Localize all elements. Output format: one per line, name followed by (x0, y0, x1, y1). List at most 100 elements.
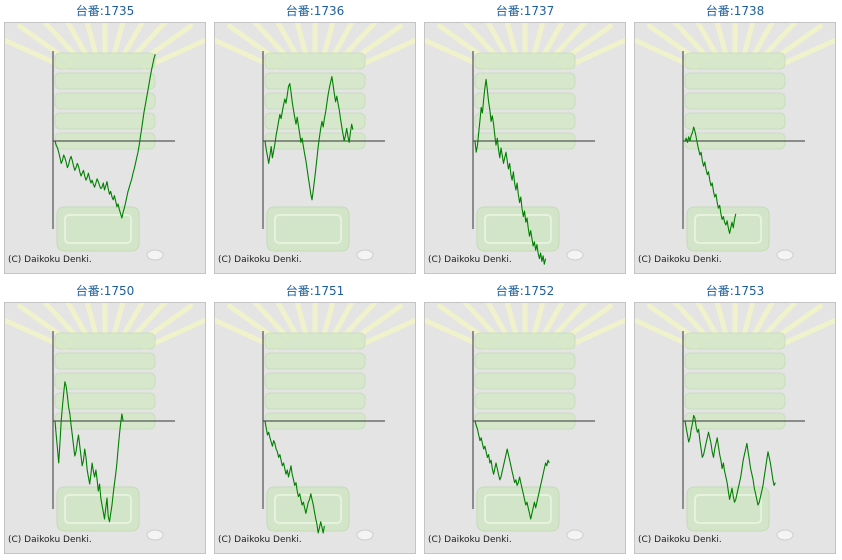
coin-tray-layer (264, 92, 366, 110)
graph-svg (635, 303, 835, 541)
machine-number-title[interactable]: 台番:1736 (285, 4, 345, 18)
coin-tray-layer (264, 392, 366, 410)
sunburst-ray (42, 303, 82, 342)
graph-svg (215, 23, 415, 261)
machine-graph-cell[interactable]: 台番:1750 (C) Daikoku Denki. (0, 280, 210, 560)
graph-svg (5, 23, 205, 261)
graph-panel: (C) Daikoku Denki. (634, 22, 836, 274)
coin-box (56, 206, 140, 252)
coin-tray-layer (54, 372, 156, 390)
coin-tray-layer (474, 112, 576, 130)
copyright-text: (C) Daikoku Denki. (428, 255, 512, 265)
coin-box (476, 206, 560, 252)
payout-line (54, 54, 156, 219)
coin-tray-layer (684, 92, 786, 110)
coin-tray-layer (684, 352, 786, 370)
coin-tray-layer (474, 372, 576, 390)
machine-graph-cell[interactable]: 台番:1738 (C) Daikoku Denki. (630, 0, 840, 280)
sunburst-ray (338, 23, 378, 62)
sunburst-ray (741, 303, 756, 337)
sunburst-ray (485, 23, 510, 59)
background-artwork (215, 303, 415, 541)
sunburst-ray (672, 23, 712, 62)
graph-panel: (C) Daikoku Denki. (634, 302, 836, 554)
coin-box-inner (64, 494, 132, 524)
sunburst-ray (275, 23, 300, 59)
machine-number-title[interactable]: 台番:1753 (705, 284, 765, 298)
sunburst-ray (714, 303, 729, 337)
sunburst-ray (111, 23, 126, 57)
machine-number-title[interactable]: 台番:1750 (75, 284, 135, 298)
coin-tray-layer (264, 52, 366, 70)
coin-box-inner (484, 494, 552, 524)
coin-box (686, 486, 770, 532)
coin-tray-layer (474, 392, 576, 410)
machine-number-title[interactable]: 台番:1735 (75, 4, 135, 18)
coin-tray-layer (54, 332, 156, 350)
copyright-text: (C) Daikoku Denki. (8, 535, 92, 545)
machine-graph-cell[interactable]: 台番:1753 (C) Daikoku Denki. (630, 280, 840, 560)
machine-graph-cell[interactable]: 台番:1751 (C) Daikoku Denki. (210, 280, 420, 560)
sunburst-ray (120, 23, 145, 59)
sunburst-ray (672, 303, 712, 342)
sunburst-ray (294, 303, 309, 337)
sunburst-ray (84, 23, 99, 57)
sunburst-ray (65, 303, 90, 339)
machine-graph-cell[interactable]: 台番:1737 (C) Daikoku Denki. (420, 0, 630, 280)
machine-graph-cell[interactable]: 台番:1736 (C) Daikoku Denki. (210, 0, 420, 280)
sunburst-ray (330, 303, 355, 339)
sunburst-ray (750, 303, 775, 339)
copyright-text: (C) Daikoku Denki. (218, 255, 302, 265)
sunburst-ray (128, 23, 168, 62)
coin-box (476, 486, 560, 532)
sunburst-ray (84, 303, 99, 337)
sunburst-ray (758, 303, 798, 342)
coin-box (266, 206, 350, 252)
sunburst-ray (462, 23, 502, 62)
sunburst-ray (338, 303, 378, 342)
sunburst-ray (294, 23, 309, 57)
coin-tray-layer (684, 332, 786, 350)
copyright-text: (C) Daikoku Denki. (428, 535, 512, 545)
coin-tray-layer (264, 332, 366, 350)
coin-tray-layer (474, 352, 576, 370)
sunburst-ray (548, 303, 588, 342)
coin-tray-layer (54, 92, 156, 110)
sunburst-ray (714, 23, 729, 57)
machine-graph-cell[interactable]: 台番:1752 (C) Daikoku Denki. (420, 280, 630, 560)
coin-tray-layer (264, 372, 366, 390)
coin-icon (146, 249, 164, 261)
coin-tray-layer (264, 72, 366, 90)
background-artwork (5, 303, 205, 541)
sunburst-ray (275, 303, 300, 339)
background-artwork (425, 303, 625, 541)
machine-number-title[interactable]: 台番:1737 (495, 4, 555, 18)
machine-number-title[interactable]: 台番:1751 (285, 284, 345, 298)
copyright-text: (C) Daikoku Denki. (218, 535, 302, 545)
payout-line (264, 76, 354, 201)
copyright-text: (C) Daikoku Denki. (8, 255, 92, 265)
coin-box (686, 206, 770, 252)
sunburst-ray (462, 303, 502, 342)
machine-number-title[interactable]: 台番:1738 (705, 4, 765, 18)
sunburst-ray (695, 23, 720, 59)
coin-icon (776, 249, 794, 261)
coin-box-inner (694, 214, 762, 244)
coin-box-inner (484, 214, 552, 244)
graph-svg (215, 303, 415, 541)
coin-icon (356, 249, 374, 261)
coin-box-inner (694, 494, 762, 524)
machine-number-title[interactable]: 台番:1752 (495, 284, 555, 298)
sunburst-ray (548, 23, 588, 62)
coin-tray-layer (54, 352, 156, 370)
sunburst-ray (741, 23, 756, 57)
sunburst-ray (252, 23, 292, 62)
payout-line (684, 126, 737, 234)
graph-panel: (C) Daikoku Denki. (214, 302, 416, 554)
coin-icon (776, 529, 794, 541)
sunburst-ray (128, 303, 168, 342)
machine-graph-cell[interactable]: 台番:1735 (C) Daikoku Denki. (0, 0, 210, 280)
coin-box (266, 486, 350, 532)
payout-line (684, 414, 776, 506)
